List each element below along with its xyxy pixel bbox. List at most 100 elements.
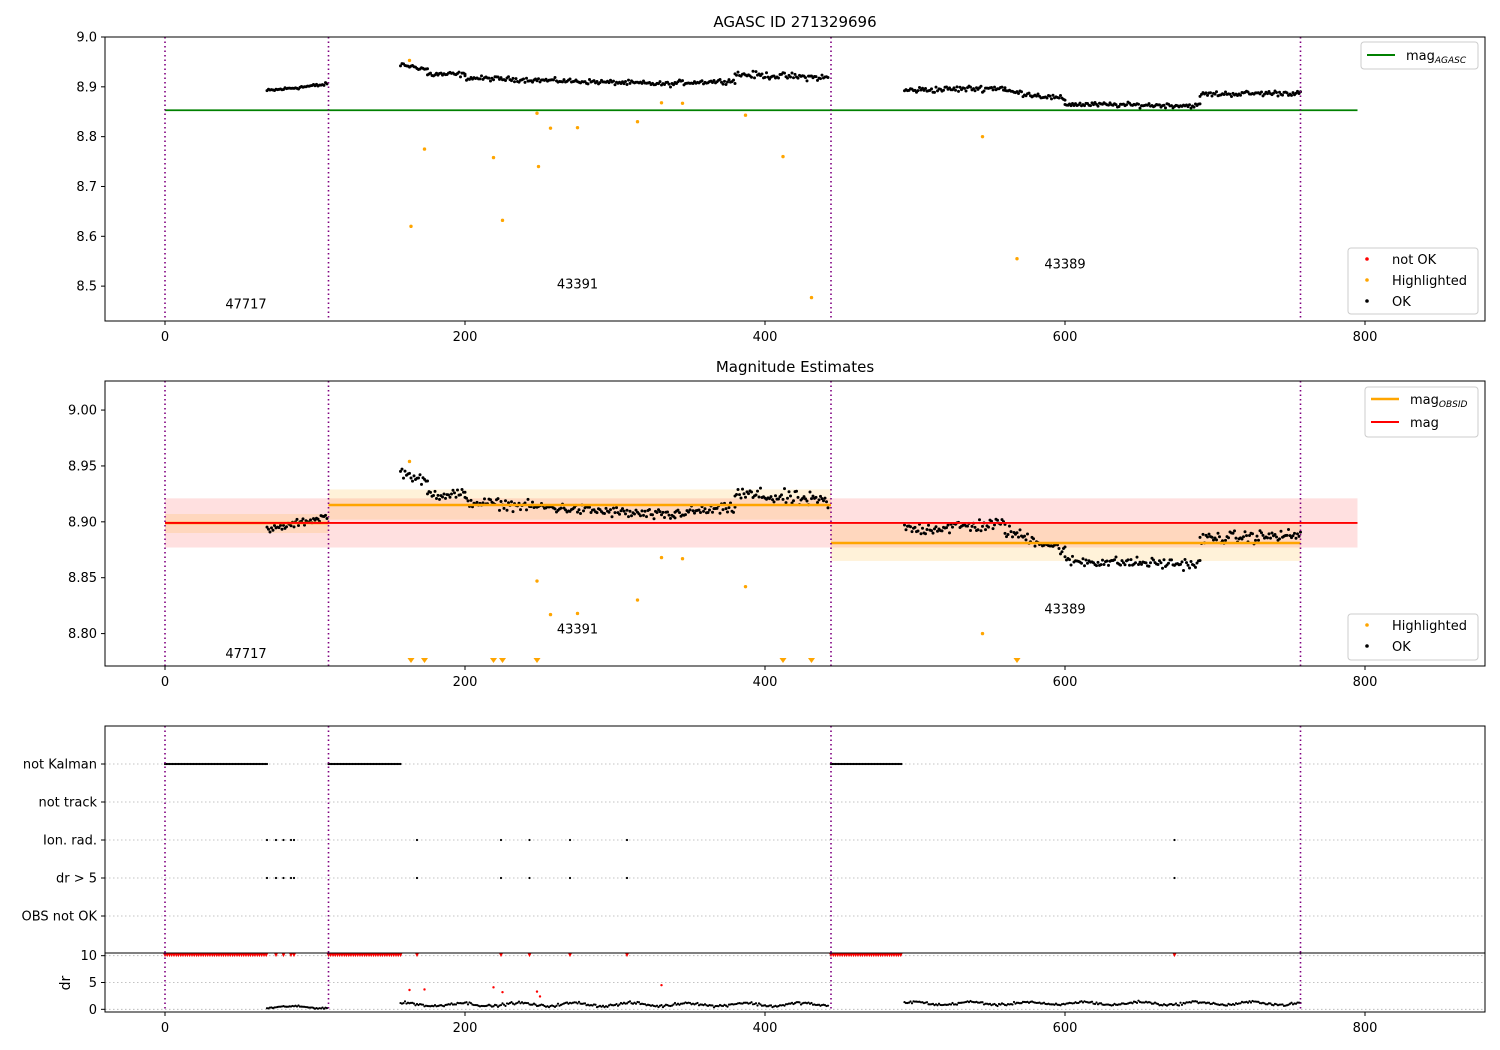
ok-point xyxy=(789,494,792,498)
flag-point xyxy=(568,838,572,842)
ok-point xyxy=(523,80,527,84)
ok-point xyxy=(1201,532,1205,536)
highlighted-point xyxy=(535,111,539,115)
ok-point xyxy=(1207,532,1211,536)
dr-point xyxy=(1272,1004,1275,1007)
x-tick-label: 200 xyxy=(453,675,478,690)
dr-point xyxy=(616,1004,620,1007)
dr-point xyxy=(553,1005,557,1008)
flag-point xyxy=(528,838,531,842)
ok-point xyxy=(612,79,615,83)
dr-point xyxy=(673,1001,677,1005)
dr-point xyxy=(949,1003,953,1006)
ok-point xyxy=(624,512,627,516)
ok-point xyxy=(1134,561,1137,565)
ok-point xyxy=(1147,102,1151,106)
ok-point xyxy=(673,516,677,520)
ok-point xyxy=(507,501,510,505)
offscale-marker xyxy=(499,658,506,663)
plot-frame xyxy=(104,36,1486,322)
dr-point xyxy=(660,1004,663,1007)
ok-point xyxy=(957,89,960,93)
ok-point xyxy=(781,497,785,501)
ok-point xyxy=(1086,561,1089,565)
ok-point xyxy=(435,497,438,501)
dr-point xyxy=(1195,1000,1199,1003)
flag-point xyxy=(625,838,629,842)
ok-point xyxy=(265,525,269,529)
ok-point xyxy=(1209,91,1212,95)
ok-point xyxy=(1159,561,1163,565)
obsid-label: 43391 xyxy=(557,623,598,638)
dr-panel: dr 0 200 400 600 800 0 5 10 xyxy=(58,949,1486,1036)
flag-label: Ion. rad. xyxy=(43,834,97,849)
x-tick-label: 0 xyxy=(161,1021,169,1036)
ok-points xyxy=(265,62,1302,110)
ok-point xyxy=(322,83,326,87)
ok-point xyxy=(454,495,458,499)
ok-point xyxy=(1003,86,1007,90)
dr-point xyxy=(783,1004,786,1007)
dr-point xyxy=(657,1005,660,1009)
ok-point xyxy=(732,510,735,514)
ok-point xyxy=(273,524,276,528)
ok-point xyxy=(1101,558,1104,562)
ok-point xyxy=(499,499,503,503)
ok-point xyxy=(934,85,938,89)
ok-point xyxy=(511,76,515,80)
ok-point xyxy=(1276,94,1280,98)
dr-point xyxy=(756,1004,759,1007)
ok-point xyxy=(1126,558,1130,562)
ok-point xyxy=(510,500,513,504)
ok-point xyxy=(736,70,740,74)
highlighted-point xyxy=(1015,257,1019,261)
ok-point xyxy=(1198,535,1202,539)
highlighted-point xyxy=(407,58,412,63)
ok-point xyxy=(1059,552,1062,556)
ok-point xyxy=(820,73,824,77)
ok-point xyxy=(1296,89,1299,93)
ok-point xyxy=(1120,559,1124,563)
ok-point xyxy=(921,526,924,530)
ok-point xyxy=(978,518,981,522)
ok-point xyxy=(402,476,405,480)
dr-point xyxy=(442,1005,446,1008)
ok-point xyxy=(457,70,461,74)
ok-point xyxy=(1024,94,1028,98)
ok-point xyxy=(1255,534,1259,538)
x-tick-label: 400 xyxy=(753,330,778,345)
ok-point xyxy=(970,524,974,528)
dr-point xyxy=(1054,1002,1058,1005)
ok-point xyxy=(993,85,996,89)
ok-point xyxy=(697,508,701,512)
capped-marker xyxy=(415,953,419,958)
ok-point xyxy=(774,494,777,498)
capped-marker xyxy=(274,953,278,958)
ok-point xyxy=(777,76,780,80)
ok-point xyxy=(1296,532,1299,536)
ok-point xyxy=(1287,528,1290,532)
highlighted-point xyxy=(743,113,748,117)
ok-point xyxy=(1068,558,1071,562)
ok-point xyxy=(603,511,606,515)
ok-point xyxy=(808,490,812,494)
ok-point xyxy=(1279,529,1283,533)
dr-point xyxy=(1020,1002,1023,1005)
ok-point xyxy=(816,500,819,504)
ok-point xyxy=(1114,555,1118,559)
y-tick-label: 8.90 xyxy=(68,515,97,530)
offscale-marker xyxy=(490,658,497,663)
ok-point xyxy=(687,510,690,514)
ok-point xyxy=(1230,95,1233,99)
dr-point xyxy=(1161,1004,1164,1007)
flag-point xyxy=(568,876,572,880)
ok-point xyxy=(1222,93,1226,97)
ok-point xyxy=(744,495,747,499)
ok-point xyxy=(268,530,272,534)
highlighted-point xyxy=(575,125,580,130)
ok-point xyxy=(1261,533,1265,537)
ok-point xyxy=(1069,104,1073,108)
flag-point xyxy=(1173,838,1176,842)
dr-point xyxy=(402,1001,405,1005)
ok-point xyxy=(1063,555,1067,559)
